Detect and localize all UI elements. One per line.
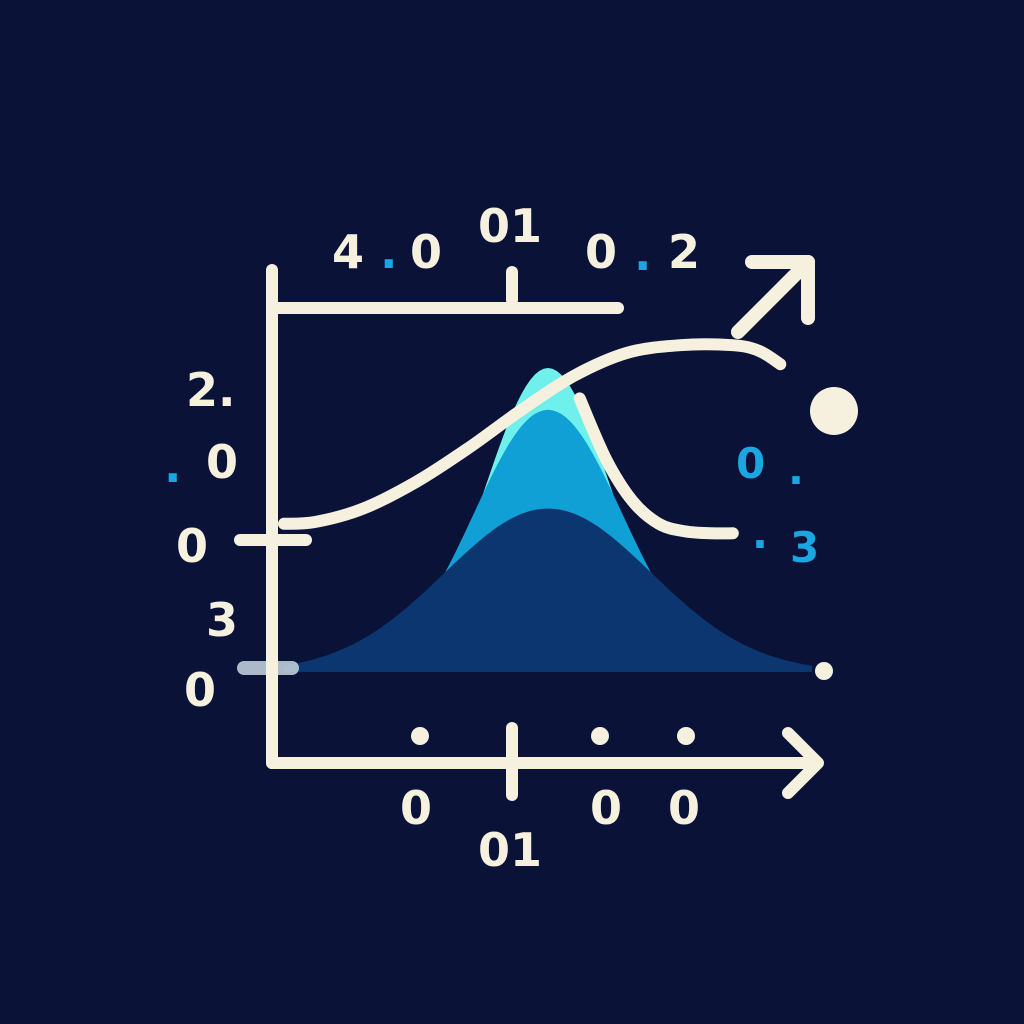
x-axis-arrowhead (782, 727, 824, 799)
falling-curve-line (573, 392, 739, 540)
bottom-label-2: 01 (478, 823, 542, 877)
left-label-3: 0 (176, 519, 208, 573)
top-label-4: 0 (585, 225, 617, 279)
bottom-label-1: 0 (400, 781, 432, 835)
bottom-label-3: 0 (590, 781, 622, 835)
x-axis-dot-2 (591, 727, 609, 745)
right-label-2: 3 (790, 523, 819, 572)
top-label-2: 0 (410, 225, 442, 279)
top-label-5: 2 (668, 225, 700, 279)
trend-curve-line (278, 338, 787, 530)
x-axis-dot-3 (677, 727, 695, 745)
right-label-1: 0 (736, 439, 765, 488)
top-label-3: 01 (478, 199, 542, 253)
left-label-1: 2. (186, 363, 235, 417)
trend-up-arrow-icon (731, 255, 815, 339)
top-label-1: 4 (332, 225, 364, 279)
left-dot-1: . (164, 439, 181, 493)
left-label-4: 3 (206, 593, 238, 647)
left-label-2: 0 (206, 435, 238, 489)
right-dot-1: . (788, 445, 804, 494)
trend-curve-endpoint (810, 387, 858, 435)
top-dot-2: . (634, 227, 651, 281)
bottom-label-4: 0 (668, 781, 700, 835)
top-dot-1: . (380, 225, 397, 279)
baseline-endpoint (815, 662, 833, 680)
peak-area-dark (284, 508, 812, 672)
left-label-5: 0 (184, 663, 216, 717)
x-axis-dot-1 (411, 727, 429, 745)
right-dot-2: . (752, 509, 768, 558)
